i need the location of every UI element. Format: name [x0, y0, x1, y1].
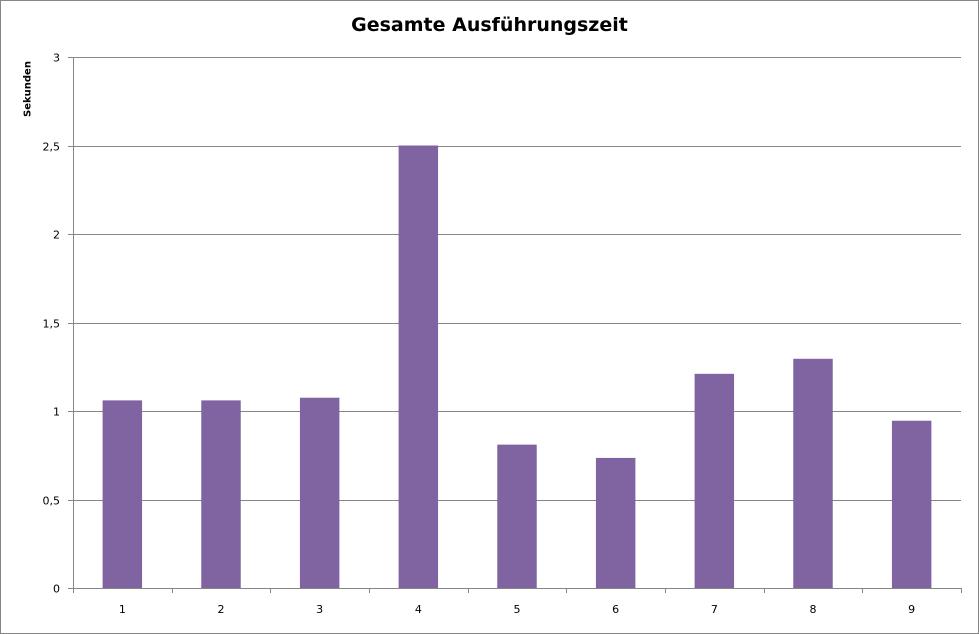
bar [201, 400, 241, 588]
x-tick-label: 5 [514, 603, 521, 616]
bar [299, 397, 340, 588]
x-tick-label: 6 [612, 603, 619, 616]
bar [595, 457, 636, 588]
y-tick-label: 3 [53, 52, 60, 65]
bar [497, 444, 537, 588]
axes [73, 57, 962, 593]
y-tick-label: 0,5 [43, 495, 61, 508]
x-tick-label: 2 [218, 603, 225, 616]
y-tick-labels: 0 0,5 1 1,5 2 2,5 3 [43, 52, 61, 596]
x-tick-labels: 1 2 3 4 5 6 7 8 9 [119, 603, 915, 616]
bar [891, 420, 932, 588]
y-tick-label: 1,5 [43, 318, 61, 331]
bar [398, 145, 439, 588]
bar [793, 358, 833, 588]
chart-title: Gesamte Ausführungszeit [351, 14, 628, 36]
bar [102, 400, 143, 588]
bar [694, 373, 735, 588]
x-tick-label: 1 [119, 603, 126, 616]
x-tick-label: 8 [810, 603, 817, 616]
x-tick-label: 3 [316, 603, 323, 616]
x-tick-label: 7 [711, 603, 718, 616]
y-tick-label: 0 [53, 583, 60, 596]
x-tick-label: 4 [415, 603, 422, 616]
x-tick-label: 9 [908, 603, 915, 616]
y-tick-label: 1 [53, 406, 60, 419]
bars [102, 145, 932, 588]
y-tick-label: 2 [53, 229, 60, 242]
y-tick-label: 2,5 [43, 141, 61, 154]
